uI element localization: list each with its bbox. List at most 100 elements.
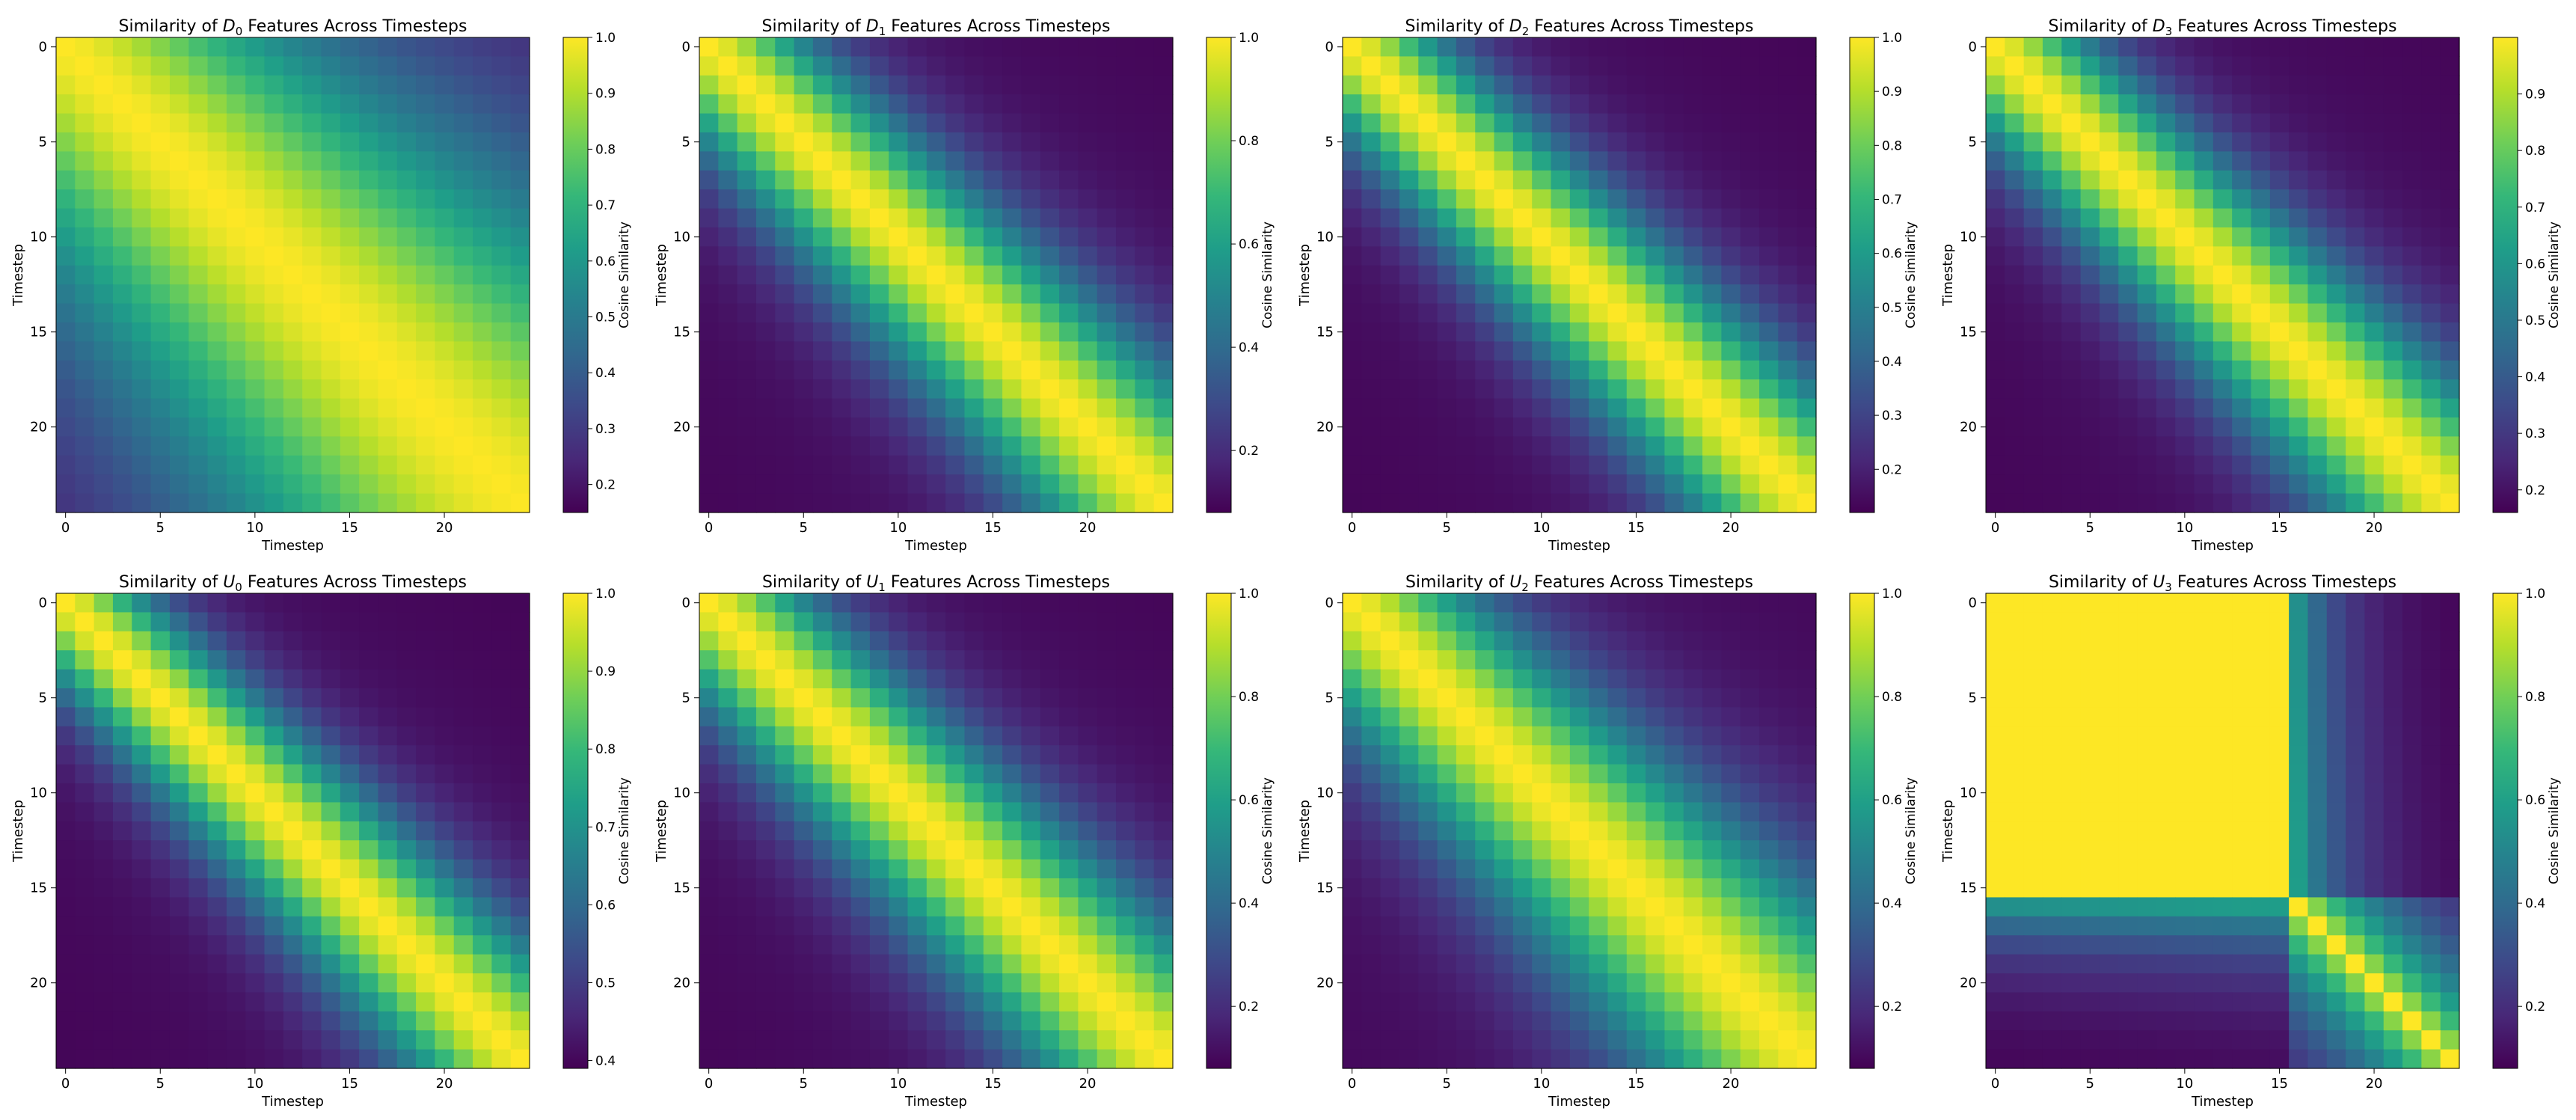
heatmap-cell: [283, 707, 303, 727]
heatmap-cell: [359, 821, 379, 841]
heatmap-cell: [850, 916, 871, 936]
heatmap-cell: [359, 455, 379, 475]
heatmap-cell: [1456, 246, 1476, 266]
heatmap-cell: [1456, 631, 1476, 651]
heatmap-cell: [2307, 650, 2328, 670]
heatmap-cell: [1494, 113, 1514, 133]
heatmap-cell: [1343, 436, 1362, 456]
heatmap-cell: [718, 764, 738, 784]
heatmap-cell: [1116, 56, 1135, 76]
colorbar-tick-label: 0.3: [595, 422, 616, 437]
heatmap-cell: [2118, 593, 2138, 613]
heatmap-cell: [964, 189, 984, 209]
heatmap-cell: [1116, 764, 1135, 784]
heatmap-cell: [302, 189, 322, 209]
heatmap-cell: [396, 840, 417, 860]
heatmap-cell: [2042, 246, 2062, 266]
heatmap-cell: [1097, 1030, 1117, 1050]
heatmap-cell: [2194, 75, 2214, 95]
heatmap-cell: [1778, 75, 1798, 95]
colorbar-tick-label: 1.0: [595, 587, 616, 602]
heatmap-cell: [75, 37, 95, 57]
heatmap-cell: [964, 726, 984, 746]
heatmap-cell: [1569, 935, 1589, 955]
heatmap-cell: [283, 935, 303, 955]
heatmap-cell: [1740, 493, 1760, 513]
heatmap-cell: [1702, 783, 1722, 803]
heatmap-cell: [2440, 56, 2460, 76]
heatmap-cell: [2307, 208, 2328, 228]
heatmap-cell: [396, 37, 417, 57]
heatmap-cell: [1759, 973, 1779, 993]
heatmap-cell: [321, 897, 341, 917]
heatmap-cell: [2232, 37, 2252, 57]
heatmap-cell: [2042, 379, 2062, 400]
heatmap-cell: [188, 1030, 209, 1050]
heatmap-cell: [207, 707, 227, 727]
heatmap-cell: [1361, 189, 1381, 209]
heatmap-cell: [2326, 612, 2346, 632]
heatmap-cell: [1418, 821, 1438, 841]
heatmap-cell: [453, 303, 473, 323]
heatmap-cell: [93, 840, 114, 860]
heatmap-cell: [283, 265, 303, 285]
heatmap-cell: [1021, 821, 1041, 841]
heatmap-cell: [1343, 417, 1362, 437]
heatmap-cell: [1626, 322, 1646, 342]
heatmap-cell: [1664, 322, 1684, 342]
heatmap-cell: [1646, 493, 1666, 513]
heatmap-cell: [169, 840, 189, 860]
heatmap-cell: [75, 94, 95, 114]
heatmap-cell: [1380, 56, 1400, 76]
heatmap-cell: [93, 379, 114, 400]
heatmap-cell: [2421, 650, 2441, 670]
heatmap-cell: [812, 916, 832, 936]
heatmap-cell: [775, 322, 795, 342]
heatmap-cell: [2118, 398, 2138, 418]
heatmap-cell: [2364, 436, 2385, 456]
heatmap-cell: [435, 859, 455, 879]
heatmap-cell: [1456, 398, 1476, 418]
heatmap-cell: [737, 303, 757, 323]
heatmap-cell: [321, 764, 341, 784]
heatmap-cell: [1512, 75, 1533, 95]
heatmap-cell: [132, 840, 152, 860]
heatmap-cell: [1380, 593, 1400, 613]
heatmap-cell: [1475, 493, 1495, 513]
heatmap-cell: [378, 37, 398, 57]
heatmap-cell: [435, 246, 455, 266]
heatmap-cell: [1343, 303, 1362, 323]
heatmap-cell: [1626, 916, 1646, 936]
heatmap-cell: [926, 688, 946, 708]
heatmap-cell: [983, 821, 1003, 841]
heatmap-cell: [1059, 669, 1079, 689]
heatmap-cell: [1040, 802, 1060, 822]
heatmap-cell: [1532, 417, 1552, 437]
heatmap-cell: [2005, 783, 2025, 803]
heatmap-cell: [775, 1011, 795, 1031]
heatmap-cell: [359, 859, 379, 879]
heatmap-cell: [1589, 341, 1609, 361]
heatmap-cell: [1437, 94, 1457, 114]
heatmap-cell: [416, 631, 435, 651]
heatmap-cell: [1607, 189, 1628, 209]
heatmap-cell: [1399, 246, 1419, 266]
heatmap-cell: [2346, 94, 2365, 114]
heatmap-cell: [812, 726, 832, 746]
heatmap-cell: [2269, 688, 2290, 708]
heatmap-cell: [718, 821, 738, 841]
heatmap-cell: [491, 265, 512, 285]
heatmap-cell: [2212, 802, 2233, 822]
heatmap-cell: [1512, 398, 1533, 418]
heatmap-cell: [302, 113, 322, 133]
heatmap-cell: [169, 745, 189, 765]
heatmap-cell: [869, 897, 889, 917]
heatmap-cell: [510, 916, 530, 936]
heatmap-cell: [1418, 859, 1438, 879]
heatmap-cell: [2212, 341, 2233, 361]
heatmap-cell: [112, 878, 132, 898]
heatmap-cell: [2232, 593, 2252, 613]
heatmap-cell: [169, 322, 189, 342]
heatmap-cell: [775, 916, 795, 936]
heatmap-cell: [775, 189, 795, 209]
